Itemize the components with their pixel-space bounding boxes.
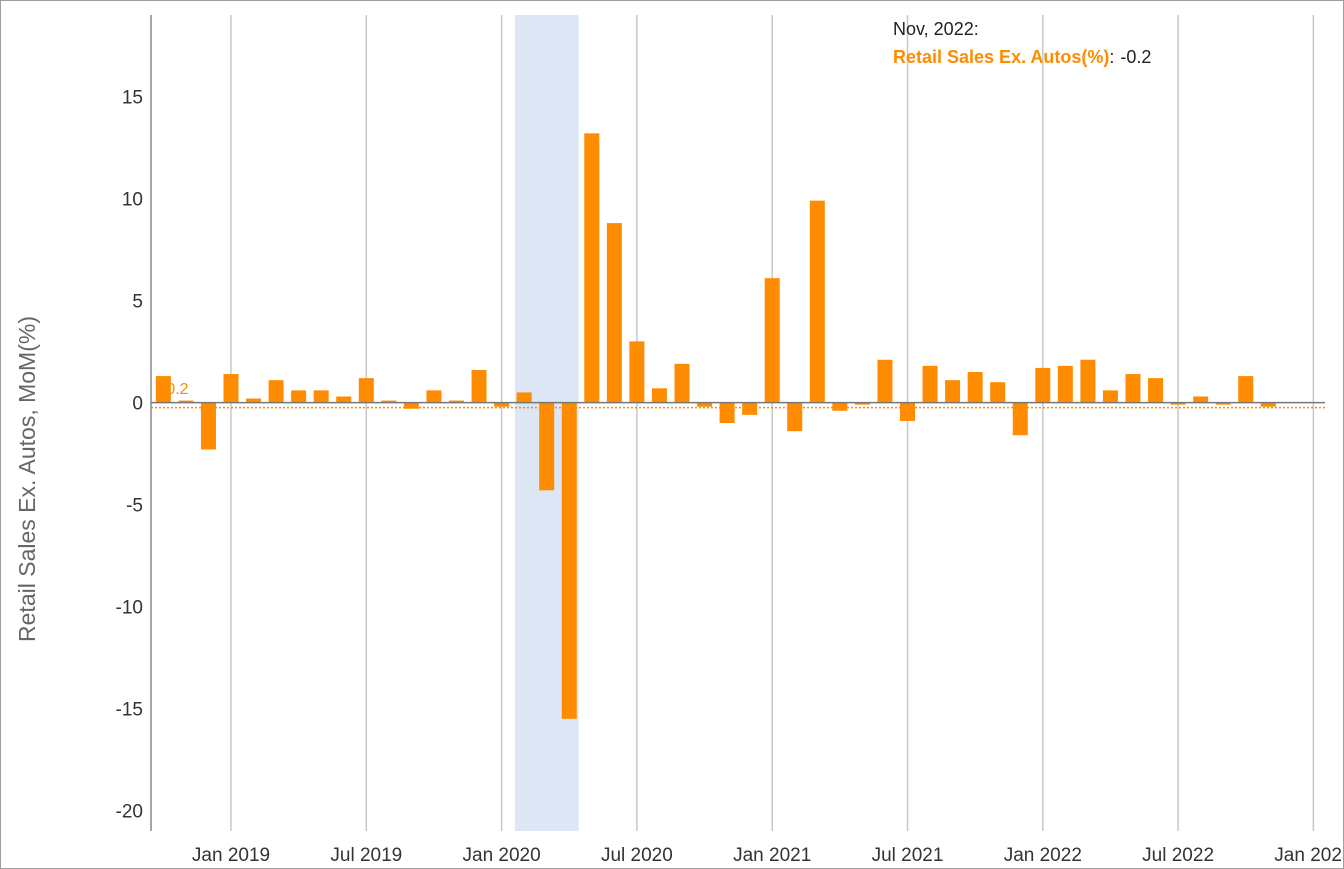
bar[interactable] — [990, 382, 1006, 403]
bar[interactable] — [764, 278, 780, 403]
bar[interactable] — [697, 402, 713, 407]
bar[interactable] — [449, 400, 464, 403]
x-tick-label: Jul 2020 — [601, 845, 673, 866]
y-tick-label: -15 — [116, 700, 143, 721]
bar[interactable] — [1035, 367, 1051, 403]
bar[interactable] — [403, 402, 419, 409]
bar[interactable] — [1125, 374, 1141, 403]
x-tick-labels: Jan 2019 Jul 2019 Jan 2020 Jul 2020 Jan 2021… — [192, 845, 1343, 866]
bar[interactable] — [742, 402, 758, 415]
y-tick-label: 15 — [122, 88, 143, 109]
bar[interactable] — [877, 359, 893, 403]
bar[interactable] — [291, 390, 307, 403]
bar[interactable] — [155, 376, 171, 403]
x-tick-label: Jul 2021 — [872, 845, 944, 866]
bar[interactable] — [1260, 402, 1276, 407]
y-tick-label: 5 — [132, 292, 143, 313]
y-tick-label: -5 — [126, 496, 143, 517]
bar[interactable] — [651, 388, 667, 403]
bar[interactable] — [832, 402, 848, 411]
bar[interactable] — [787, 402, 803, 432]
bar[interactable] — [1057, 365, 1073, 403]
y-tick-label: -10 — [116, 598, 143, 619]
y-tick-labels: 15 10 5 0 -5 -10 -15 -20 — [116, 88, 143, 823]
bar[interactable] — [381, 400, 397, 403]
x-tick-label: Jan 2021 — [733, 845, 811, 866]
bar[interactable] — [516, 392, 532, 403]
bar[interactable] — [200, 402, 216, 450]
bar[interactable] — [1193, 396, 1209, 403]
bar[interactable] — [246, 398, 262, 403]
tooltip-value: -0.2 — [1120, 47, 1151, 67]
tooltip: Nov, 2022: Retail Sales Ex. Autos(%): -0.… — [893, 19, 1151, 67]
bar[interactable] — [1148, 378, 1164, 403]
bar[interactable] — [1170, 402, 1186, 405]
bar[interactable] — [358, 378, 374, 403]
bar[interactable] — [1215, 402, 1231, 405]
bar[interactable] — [561, 402, 577, 719]
bar[interactable] — [1238, 376, 1254, 403]
x-tick-label: Jan 2022 — [1004, 845, 1082, 866]
x-tick-label: Jan 2023 — [1274, 845, 1343, 866]
bar[interactable] — [313, 390, 329, 403]
tooltip-line: Retail Sales Ex. Autos(%): -0.2 — [893, 47, 1151, 67]
bar[interactable] — [719, 402, 735, 423]
bar[interactable] — [584, 133, 600, 403]
bar[interactable] — [967, 372, 983, 403]
bar[interactable] — [178, 400, 194, 403]
x-tick-label: Jan 2019 — [192, 845, 270, 866]
bars-layer — [155, 133, 1276, 719]
bar[interactable] — [494, 402, 510, 407]
axis-layer — [150, 15, 1325, 831]
bar[interactable] — [1102, 390, 1118, 403]
x-tick-label: Jan 2020 — [463, 845, 541, 866]
bar[interactable] — [674, 363, 690, 403]
bar[interactable] — [854, 402, 870, 405]
y-tick-label: 10 — [122, 190, 143, 211]
y-tick-label: 0 — [132, 394, 143, 415]
tooltip-series-name: Retail Sales Ex. Autos(%) — [893, 47, 1109, 67]
grid-layer — [230, 15, 1315, 831]
bar[interactable] — [223, 374, 239, 403]
bar[interactable] — [900, 402, 915, 421]
bar[interactable] — [1012, 402, 1028, 436]
bar[interactable] — [922, 365, 938, 403]
last-value-label: -0.2 — [161, 381, 189, 398]
bar[interactable] — [606, 223, 622, 403]
bar[interactable] — [268, 380, 284, 403]
bar[interactable] — [809, 200, 825, 403]
bar[interactable] — [629, 341, 645, 403]
bar[interactable] — [945, 380, 961, 403]
bar[interactable] — [426, 390, 442, 403]
bar[interactable] — [1080, 359, 1096, 403]
tooltip-date: Nov, 2022: — [893, 19, 979, 39]
x-tick-label: Jul 2019 — [330, 845, 402, 866]
bar[interactable] — [336, 396, 352, 403]
y-axis-title: Retail Sales Ex. Autos, MoM(%) — [14, 316, 40, 642]
y-tick-label: -20 — [116, 802, 143, 823]
x-tick-label: Jul 2022 — [1142, 845, 1214, 866]
bar[interactable] — [471, 369, 487, 403]
tooltip-separator: : — [1109, 47, 1114, 67]
bar[interactable] — [539, 402, 555, 491]
